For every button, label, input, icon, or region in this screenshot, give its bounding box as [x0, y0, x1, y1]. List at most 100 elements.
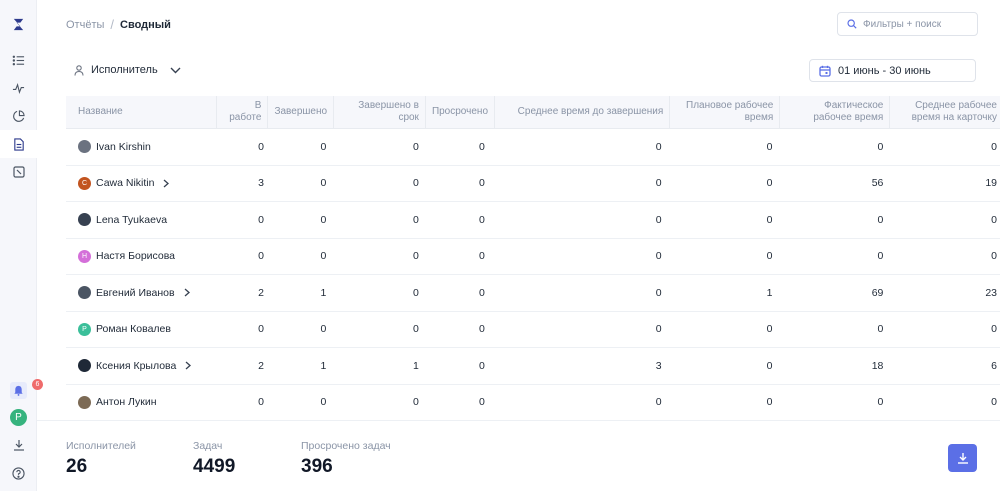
- breadcrumb-reports-link[interactable]: Отчёты: [66, 18, 105, 31]
- user-name: Ксения Крылова: [96, 359, 177, 372]
- column-header-name[interactable]: Название: [66, 96, 218, 128]
- cell-overdue: 0: [479, 177, 485, 190]
- column-header-avg-time-per-card[interactable]: Среднее рабочее время на карточку: [911, 100, 997, 123]
- cell-completed: 0: [320, 396, 327, 409]
- cell-completed-on-time: 0: [413, 140, 419, 153]
- table-body: Ivan Kirshin 0 0 0 0 0 0 0 0 С Саwa Nikitin 3 0 0 0 0 0 5…: [66, 129, 1000, 421]
- table-row: Антон Лукин 0 0 0 0 0 0 0 0: [66, 385, 1000, 421]
- cell-actual-time: 69: [871, 286, 884, 299]
- sidebar-item-list[interactable]: [0, 46, 37, 74]
- column-header-in-progress[interactable]: В работе: [217, 96, 269, 128]
- group-by-label: Исполнитель: [91, 64, 158, 76]
- help-icon: [12, 466, 25, 480]
- column-header-overdue[interactable]: Просрочено: [426, 96, 496, 128]
- cell-planned-time: 0: [766, 140, 773, 153]
- cell-avg-completion-time: 0: [655, 286, 662, 299]
- table-row: Lena Tyukaeva 0 0 0 0 0 0 0 0: [66, 202, 1000, 239]
- chevron-down-icon: [170, 67, 181, 73]
- cell-name: Евгений Иванов: [66, 275, 219, 311]
- cell-completed-on-time: 1: [413, 359, 419, 372]
- cell-planned-time: 0: [766, 396, 773, 409]
- download-icon: [957, 453, 968, 464]
- cell-completed-on-time: 0: [413, 396, 419, 409]
- cell-avg-completion-time: 0: [655, 396, 662, 409]
- group-by-select[interactable]: Исполнитель: [74, 64, 181, 76]
- cell-avg-time-per-card: 0: [991, 213, 997, 226]
- stat-label: Просрочено задач: [301, 440, 391, 452]
- cell-actual-time: 0: [877, 250, 884, 263]
- table-row: Н Настя Борисова 0 0 0 0 0 0 0 0: [66, 239, 1000, 275]
- table-header: Название В работе Завершено Завершено в …: [66, 96, 1000, 129]
- user-avatar: [78, 140, 91, 154]
- search-icon: [847, 19, 857, 29]
- cell-in-progress: 0: [258, 250, 264, 263]
- notifications-button[interactable]: 6: [0, 376, 43, 404]
- app-logo[interactable]: [0, 10, 37, 38]
- cell-avg-time-per-card: 19: [985, 177, 997, 190]
- user-name: Lena Tyukaeva: [96, 213, 168, 226]
- expand-row-button[interactable]: [163, 179, 170, 188]
- cell-completed-on-time: 0: [413, 323, 419, 336]
- bell-icon: [14, 385, 23, 396]
- cell-planned-time: 0: [766, 323, 773, 336]
- user-name: Ivan Kirshin: [96, 140, 151, 153]
- column-header-avg-completion-time[interactable]: Среднее время до завершения: [495, 96, 671, 128]
- sidebar-item-analytics[interactable]: [0, 102, 37, 130]
- cell-planned-time: 1: [766, 286, 773, 299]
- stat-value: 396: [301, 456, 333, 477]
- user-name: Антон Лукин: [96, 396, 157, 409]
- cell-in-progress: 0: [258, 323, 264, 336]
- sidebar-item-activity[interactable]: [0, 74, 37, 102]
- expand-row-button[interactable]: [185, 361, 192, 370]
- cell-actual-time: 56: [871, 177, 884, 190]
- help-button[interactable]: [0, 459, 37, 487]
- user-avatar-button[interactable]: Р: [0, 403, 37, 431]
- column-header-actual-time[interactable]: Фактическое рабочее время: [780, 96, 891, 128]
- search-box[interactable]: [837, 12, 978, 36]
- cell-avg-completion-time: 0: [655, 213, 662, 226]
- user-name: Роман Ковалев: [96, 323, 171, 336]
- cell-avg-time-per-card: 0: [991, 396, 997, 409]
- logo-icon: [13, 18, 24, 30]
- activity-icon: [12, 82, 25, 94]
- stat-overdue-tasks: Просрочено задач 396: [301, 440, 391, 478]
- user-avatar: [78, 359, 91, 373]
- user-avatar: Н: [78, 249, 91, 263]
- table-row[interactable]: Евгений Иванов 2 1 0 0 0 1 69 23: [66, 275, 1000, 312]
- download-sidebar-button[interactable]: [0, 431, 37, 459]
- date-range-picker[interactable]: 01 июнь - 30 июнь: [809, 59, 976, 82]
- column-header-completed-on-time[interactable]: Завершено в срок: [334, 96, 426, 128]
- cell-avg-completion-time: 0: [655, 140, 662, 153]
- cell-name: Р Роман Ковалев: [66, 312, 219, 348]
- cell-overdue: 0: [479, 213, 485, 226]
- breadcrumb-separator: /: [110, 17, 115, 32]
- cell-completed: 1: [320, 286, 327, 299]
- column-header-planned-time[interactable]: Плановое рабочее время: [670, 96, 781, 128]
- export-button[interactable]: [948, 444, 977, 472]
- date-range-label: 01 июнь - 30 июнь: [838, 64, 931, 77]
- search-input[interactable]: [863, 18, 973, 30]
- column-header-completed[interactable]: Завершено: [268, 96, 335, 128]
- avatar: Р: [10, 408, 27, 426]
- expand-row-button[interactable]: [184, 288, 190, 297]
- cell-in-progress: 0: [258, 396, 264, 409]
- cell-name: Ivan Kirshin: [66, 129, 219, 165]
- cell-actual-time: 0: [877, 140, 884, 153]
- user-icon: [74, 64, 84, 76]
- cell-name: Ксения Крылова: [66, 348, 219, 384]
- table-row[interactable]: С Саwa Nikitin 3 0 0 0 0 0 56 19: [66, 166, 1000, 202]
- cell-completed: 0: [320, 323, 327, 336]
- cell-actual-time: 0: [877, 213, 884, 226]
- document-icon: [13, 137, 24, 151]
- table-row[interactable]: Ксения Крылова 2 1 1 0 3 0 18 6: [66, 348, 1000, 385]
- sidebar-item-board[interactable]: [0, 158, 37, 186]
- user-name: Евгений Иванов: [96, 286, 175, 299]
- pie-chart-icon: [13, 109, 25, 122]
- cell-actual-time: 0: [877, 323, 884, 336]
- sidebar-item-reports[interactable]: [0, 130, 37, 158]
- cell-overdue: 0: [479, 396, 485, 409]
- cell-avg-time-per-card: 0: [991, 323, 997, 336]
- cell-in-progress: 2: [258, 359, 264, 372]
- cell-completed-on-time: 0: [413, 250, 419, 263]
- cell-actual-time: 0: [877, 396, 884, 409]
